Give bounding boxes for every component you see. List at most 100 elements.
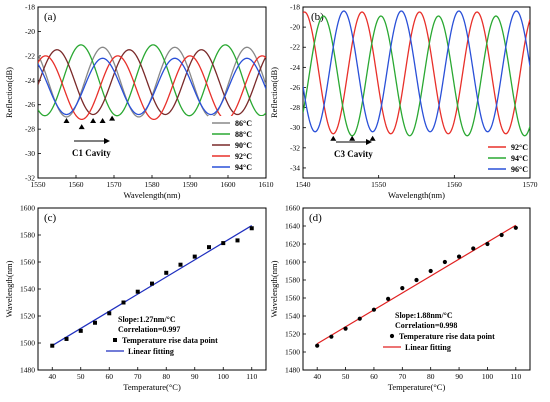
- y-tick-label: 1620: [285, 240, 300, 249]
- series-line: [38, 46, 266, 118]
- y-tick-label: 1540: [285, 312, 300, 321]
- x-tick-label: 100: [218, 372, 230, 381]
- dip-marker-triangle: [99, 118, 106, 124]
- y-tick-label: -22: [290, 43, 300, 52]
- spectrum-panel-0: 1550 1560 1570 1580 1590 1600 1610 -32 -30 -28 -26…: [4, 3, 274, 201]
- series-line: [303, 11, 530, 135]
- slope-text: Slope:1.88nm/°C: [395, 311, 453, 320]
- legend-fit-label: Linear fitting: [128, 347, 174, 356]
- data-point: [64, 336, 69, 341]
- x-tick-label: 110: [246, 372, 257, 381]
- data-point: [192, 254, 197, 259]
- y-tick-label: -24: [290, 63, 300, 72]
- y-tick-label: 1580: [285, 276, 300, 285]
- spectrum-panel-1: 1540 1550 1560 1570 -34 -32 -30 -28 -26 -24 -22 -20…: [269, 3, 538, 201]
- x-tick-label: 1570: [523, 180, 538, 189]
- y-tick-label: 1480: [285, 366, 300, 375]
- series-line: [38, 44, 266, 117]
- data-point: [513, 225, 518, 230]
- dip-marker-triangle: [109, 115, 116, 121]
- plot-frame: [37, 207, 267, 371]
- legend-point-marker: [113, 338, 117, 342]
- data-point: [178, 262, 183, 267]
- y-axis-label: Reflection(dB): [269, 67, 279, 118]
- data-point: [235, 238, 240, 243]
- data-point: [315, 343, 320, 348]
- x-tick-label: 1560: [69, 180, 84, 189]
- x-tick-label: 60: [106, 372, 114, 381]
- x-tick-label: 40: [313, 372, 321, 381]
- data-point: [150, 281, 154, 286]
- x-tick-label: 70: [134, 372, 142, 381]
- legend-label: 88°C: [235, 130, 252, 139]
- x-tick-label: 1590: [183, 180, 198, 189]
- plot-frame: [302, 207, 531, 371]
- data-point: [93, 320, 97, 325]
- y-tick-label: -30: [290, 123, 300, 132]
- data-point: [249, 226, 254, 231]
- data-point: [207, 245, 211, 250]
- legend-label: 90°C: [235, 141, 252, 150]
- y-tick-label: 1580: [20, 231, 35, 240]
- y-tick-label: -26: [25, 100, 35, 109]
- y-tick-label: -28: [290, 103, 300, 112]
- dip-marker-triangle: [78, 124, 85, 130]
- cavity-arrowhead: [104, 138, 110, 144]
- fit-panel-2: 40 50 60 70 80 90 100 110 1480 1500 1520 1540 1560 15…: [4, 204, 267, 392]
- data-point: [371, 307, 377, 312]
- series-lines: [38, 44, 266, 121]
- y-tick-label: -26: [290, 83, 300, 92]
- x-tick-label: 1600: [221, 180, 236, 189]
- y-tick-label: 1480: [20, 366, 35, 375]
- data-point: [107, 311, 112, 316]
- y-tick-label: -20: [25, 27, 35, 36]
- x-axis-label: Wavelength(nm): [388, 190, 445, 200]
- x-axis-label: Wavelength(nm): [124, 190, 181, 200]
- x-tick-label: 1540: [296, 180, 311, 189]
- legend-label: 86°C: [235, 119, 252, 128]
- x-tick-label: 70: [399, 372, 407, 381]
- series-line: [38, 49, 266, 116]
- legend-points-label: Temperature rise data point: [122, 336, 218, 345]
- legend-label: 94°C: [235, 163, 252, 172]
- y-tick-label: 1600: [20, 204, 35, 213]
- data-point: [456, 254, 462, 259]
- y-tick-label: 1520: [20, 312, 35, 321]
- cavity-arrowhead: [366, 139, 372, 145]
- cavity-label: C3 Cavity: [334, 149, 373, 159]
- legend-label: 92°C: [511, 143, 528, 152]
- data-point: [357, 316, 362, 321]
- data-point: [386, 296, 391, 301]
- y-tick-label: 1560: [285, 294, 300, 303]
- panel-label: (d): [309, 212, 322, 224]
- y-tick-label: 1540: [20, 285, 35, 294]
- y-tick-label: -30: [25, 149, 35, 158]
- y-tick-label: -32: [290, 143, 300, 152]
- correlation-text: Correlation=0.998: [395, 321, 457, 330]
- x-tick-label: 1550: [371, 180, 386, 189]
- data-point: [121, 300, 126, 305]
- panel-label: (a): [44, 11, 57, 23]
- data-point: [400, 286, 405, 291]
- y-tick-label: -28: [25, 125, 35, 134]
- x-tick-label: 100: [482, 372, 494, 381]
- data-point: [471, 246, 476, 251]
- y-tick-label: 1520: [285, 330, 300, 339]
- series-lines: [303, 10, 530, 137]
- dip-marker-triangle: [369, 135, 376, 141]
- y-tick-label: 1500: [285, 348, 300, 357]
- x-tick-label: 60: [370, 372, 378, 381]
- fit-line: [316, 224, 517, 345]
- y-tick-label: -18: [25, 3, 35, 12]
- data-point: [50, 343, 55, 348]
- x-tick-label: 1580: [145, 180, 160, 189]
- x-axis-label: Temperature(°C): [388, 382, 446, 392]
- correlation-text: Correlation=0.997: [118, 325, 180, 334]
- x-tick-label: 1570: [107, 180, 122, 189]
- x-tick-label: 80: [163, 372, 171, 381]
- dip-marker-triangle: [330, 135, 337, 141]
- legend-point-marker: [389, 333, 395, 339]
- legend-label: 94°C: [511, 154, 528, 163]
- y-tick-label: -32: [25, 174, 35, 183]
- y-tick-label: 1560: [20, 258, 35, 267]
